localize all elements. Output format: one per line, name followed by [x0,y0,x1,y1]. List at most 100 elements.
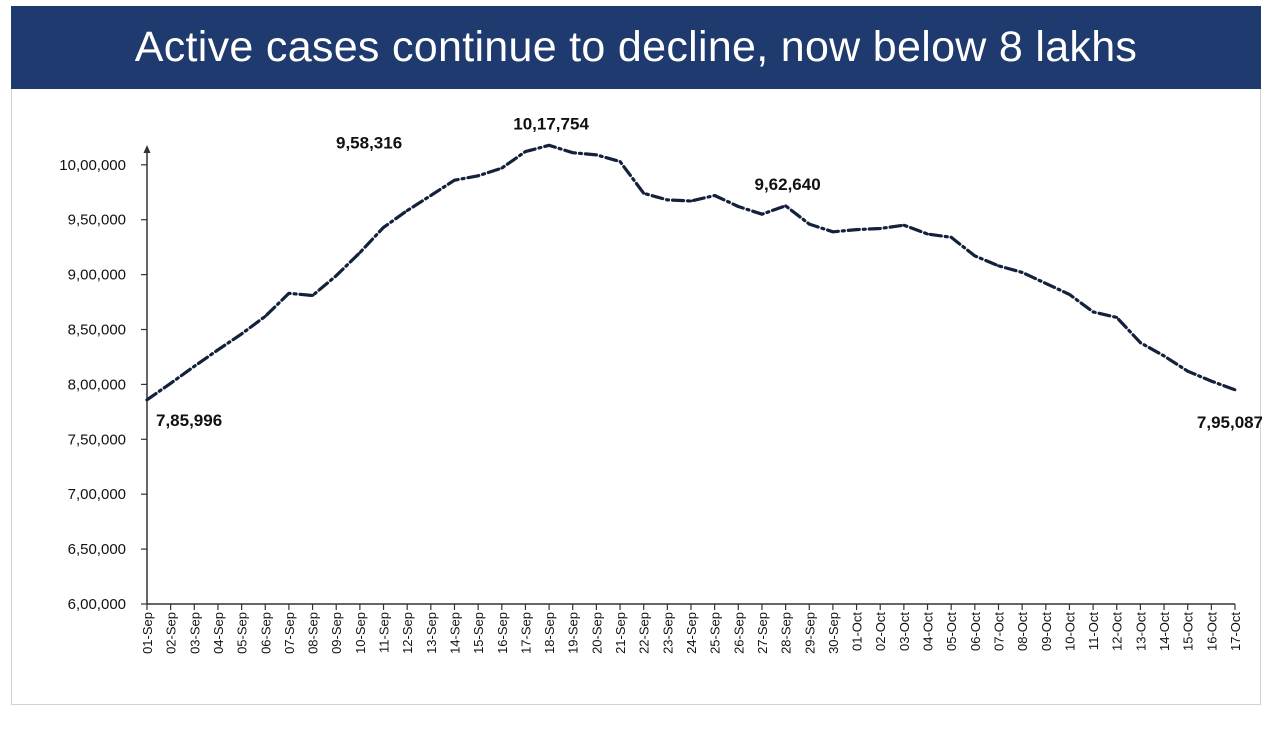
x-tick-label: 03-Sep [187,612,202,654]
x-tick-label: 02-Oct [873,612,888,651]
x-tick-label: 12-Sep [400,612,415,654]
chart-panel: 6,00,000 6,50,000 7,00,000 7,50,000 8,00,000… [11,89,1262,705]
y-tick-label: 8,00,000 [68,376,126,393]
x-tick-label: 15-Sep [471,612,486,654]
data-point [949,235,953,239]
data-point [713,194,717,197]
data-point [997,264,1000,268]
data-point [642,191,646,195]
data-point [1091,310,1095,314]
x-tick-label: 10-Sep [353,612,368,654]
y-tick-label: 7,00,000 [68,486,126,503]
data-point [1233,388,1237,392]
data-point [311,294,314,297]
x-tick-label: 01-Sep [140,612,155,654]
data-point [1162,354,1166,358]
data-point [1138,341,1142,345]
y-tick-label: 6,00,000 [68,596,126,613]
x-tick-label: 15-Oct [1181,612,1196,651]
x-tick-label: 13-Sep [424,612,439,654]
data-point [902,223,906,227]
line-chart: 6,00,000 6,50,000 7,00,000 7,50,000 8,00,000… [59,114,1262,654]
x-tick-label: 17-Sep [518,612,533,654]
x-tick-label: 07-Sep [282,612,297,654]
x-tick-label: 16-Sep [495,612,510,654]
data-point [334,274,338,278]
x-tick-label: 30-Sep [826,612,841,654]
data-point [855,228,858,231]
x-tick-label: 09-Oct [1039,612,1054,651]
x-tick-label: 04-Sep [211,612,226,654]
x-tick-label: 28-Sep [779,612,794,654]
data-point [240,332,244,336]
data-point [405,209,409,212]
data-point [689,199,693,203]
x-tick-label: 06-Oct [968,612,983,651]
x-tick-label: 14-Oct [1157,612,1172,651]
data-point [1209,379,1213,383]
x-tick-label: 16-Oct [1204,612,1219,651]
x-tick-label: 17-Oct [1228,612,1243,651]
data-point [216,348,220,352]
x-tick-label: 07-Oct [991,612,1006,651]
data-point [807,222,811,226]
data-point [547,143,551,147]
data-point [973,254,977,258]
y-tick-label: 10,00,000 [59,157,126,174]
x-tick-label: 20-Sep [589,612,604,654]
x-tick-label: 04-Oct [921,612,936,651]
series-line [145,143,1237,402]
x-tick-label: 13-Oct [1133,612,1148,651]
data-point [571,151,575,155]
y-tick-label: 7,50,000 [68,431,126,448]
y-tick-label: 6,50,000 [68,541,126,558]
data-point [1020,271,1024,274]
x-tick-label: 11-Sep [377,612,392,653]
x-tick-label: 02-Sep [164,612,179,654]
data-point [287,291,291,295]
data-point [453,178,456,182]
data-point [831,230,835,234]
data-point [1068,292,1071,296]
data-label: 9,58,316 [336,134,402,153]
data-point [1044,281,1048,285]
data-point [926,232,929,236]
data-point [263,314,267,318]
data-point [784,204,788,208]
data-point [500,166,504,170]
x-tick-label: 06-Sep [258,612,273,654]
x-tick-label: 12-Oct [1110,612,1125,651]
data-label: 9,62,640 [755,175,821,194]
data-point [594,153,598,157]
x-tick-label: 14-Sep [447,612,462,654]
title-banner: Active cases continue to decline, now be… [11,6,1261,89]
y-axis-arrow [143,145,151,153]
x-tick-label: 08-Oct [1015,612,1030,651]
data-point [1115,316,1119,319]
y-tick-label: 9,50,000 [68,212,126,229]
x-tick-label: 11-Oct [1086,612,1101,650]
x-tick-label: 23-Sep [660,612,675,654]
x-tick-label: 03-Oct [897,612,912,651]
data-label: 7,85,996 [156,411,222,430]
x-tick-label: 25-Sep [708,612,723,654]
data-point [524,150,527,154]
data-point [476,174,480,178]
x-tick-label: 26-Sep [731,612,746,654]
x-tick-label: 21-Sep [613,612,628,654]
x-tick-label: 18-Sep [542,612,557,654]
x-tick-label: 08-Sep [306,612,321,654]
x-tick-label: 01-Oct [850,612,865,651]
data-point [618,160,622,163]
data-point [192,364,196,368]
x-tick-label: 10-Oct [1062,612,1077,651]
y-tick-label: 8,50,000 [68,322,126,339]
data-point [358,251,362,255]
data-point [1186,369,1190,373]
x-tick-label: 22-Sep [637,612,652,654]
data-point [878,227,882,230]
data-point [145,398,149,402]
data-point [665,198,669,202]
x-tick-label: 27-Sep [755,612,770,654]
